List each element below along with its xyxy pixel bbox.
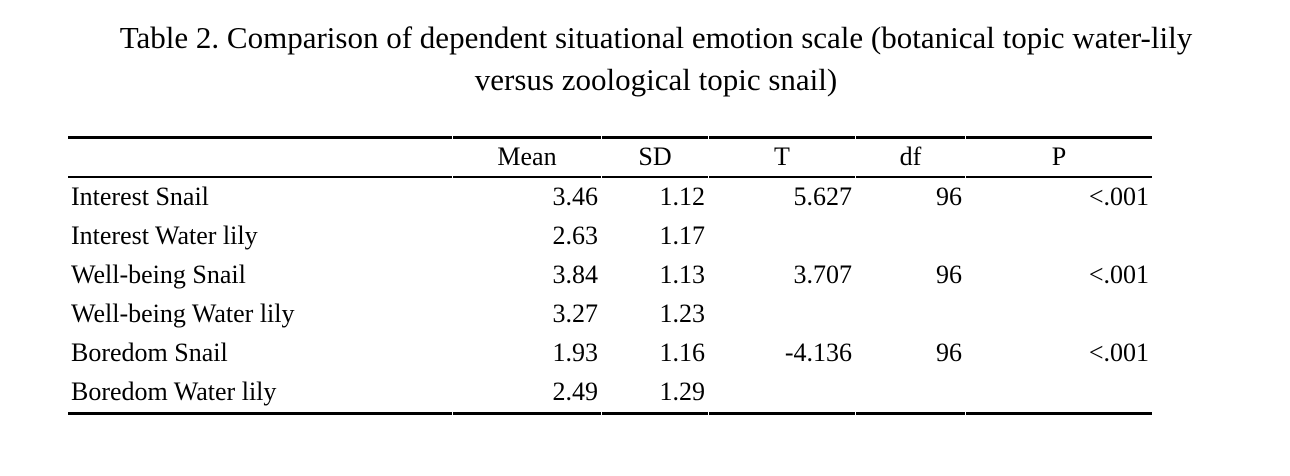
header-row: Mean SD T df P	[68, 136, 1152, 178]
cell-p	[966, 295, 1152, 334]
column-header-p: P	[966, 136, 1152, 178]
column-header-sd: SD	[602, 136, 708, 178]
column-header-df: df	[856, 136, 965, 178]
table-caption-line2: versus zoological topic snail)	[474, 62, 838, 97]
cell-df: 96	[936, 182, 962, 212]
cell-df: 96	[936, 260, 962, 290]
cell-sd: 1.12	[659, 182, 706, 212]
table-row: Interest Water lily 2.63 1.17	[68, 217, 1152, 256]
cell-label: Well-being Snail	[71, 260, 246, 290]
cell-p	[966, 217, 1152, 256]
table-row: Boredom Snail 1.93 1.16 -4.136 96 <.001	[68, 334, 1152, 373]
column-header-t: T	[709, 136, 855, 178]
column-header-mean: Mean	[453, 136, 601, 178]
table-caption-line1: Table 2. Comparison of dependent situati…	[119, 20, 1193, 55]
cell-sd: 1.23	[659, 299, 706, 329]
cell-label: Boredom Water lily	[68, 373, 452, 415]
cell-mean: 1.93	[552, 338, 599, 368]
cell-t	[709, 295, 855, 334]
cell-sd: 1.13	[659, 260, 706, 290]
cell-p: <.001	[1088, 338, 1149, 368]
cell-label: Interest Water lily	[71, 221, 258, 251]
cell-p	[966, 373, 1152, 415]
results-table: Mean SD T df P Interest Snail 3.46 1.12 5.6…	[67, 136, 1153, 415]
cell-t: -4.136	[784, 338, 852, 368]
table-row: Boredom Water lily 2.49 1.29	[68, 373, 1152, 415]
column-header-rowlabel	[68, 136, 452, 178]
table-header: Mean SD T df P	[68, 136, 1152, 178]
cell-p: <.001	[1088, 182, 1149, 212]
cell-mean: 2.49	[453, 373, 601, 415]
cell-mean: 3.46	[552, 182, 599, 212]
cell-sd: 1.17	[659, 221, 706, 251]
cell-mean: 2.63	[552, 221, 599, 251]
cell-mean: 3.84	[552, 260, 599, 290]
cell-sd: 1.29	[602, 373, 708, 415]
cell-df	[856, 217, 965, 256]
table-row: Well-being Snail 3.84 1.13 3.707 96 <.001	[68, 256, 1152, 295]
table-row: Well-being Water lily 3.27 1.23	[68, 295, 1152, 334]
cell-label: Well-being Water lily	[71, 299, 295, 329]
cell-df: 96	[936, 338, 962, 368]
cell-t: 5.627	[793, 182, 853, 212]
table-row: Interest Snail 3.46 1.12 5.627 96 <.001	[68, 178, 1152, 217]
table-body: Interest Snail 3.46 1.12 5.627 96 <.001 Intere…	[68, 178, 1152, 415]
cell-t	[709, 373, 855, 415]
cell-t: 3.707	[793, 260, 853, 290]
cell-df	[856, 295, 965, 334]
cell-df	[856, 373, 965, 415]
cell-mean: 3.27	[552, 299, 599, 329]
table-caption: Table 2. Comparison of dependent situati…	[11, 17, 1290, 101]
cell-t	[709, 217, 855, 256]
cell-sd: 1.16	[659, 338, 706, 368]
cell-label: Interest Snail	[71, 182, 209, 212]
cell-label: Boredom Snail	[71, 338, 228, 368]
cell-p: <.001	[1088, 260, 1149, 290]
